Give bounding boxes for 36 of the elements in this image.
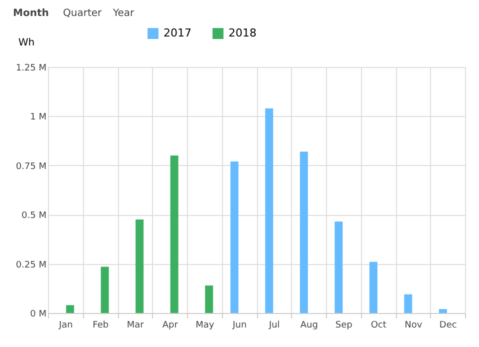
text: Year xyxy=(112,8,136,19)
bar xyxy=(369,262,378,313)
legend-label: 2018 xyxy=(228,26,256,40)
y-tick-label: 0.25 M xyxy=(16,260,46,270)
bar xyxy=(438,309,447,313)
x-tick-label: Apr xyxy=(162,320,178,330)
x-tick-label: May xyxy=(196,320,215,330)
bar xyxy=(136,220,144,313)
x-tick-label: Dec xyxy=(439,320,457,330)
x-tick-label: Jan xyxy=(58,320,73,330)
bar xyxy=(170,156,178,313)
bar xyxy=(404,294,412,313)
text: Month xyxy=(13,8,49,19)
x-tick-label: Feb xyxy=(92,320,109,330)
bar xyxy=(334,221,343,313)
y-tick-label: 1 M xyxy=(30,112,46,123)
x-tick-label: Jun xyxy=(232,320,247,330)
bar xyxy=(66,305,74,313)
x-tick-label: Nov xyxy=(404,320,423,330)
legend-label: 2017 xyxy=(164,26,192,40)
x-tick-label: Aug xyxy=(300,320,318,330)
x-tick-label: Jul xyxy=(268,320,280,330)
bar xyxy=(265,108,274,313)
text: Quarter xyxy=(63,8,103,19)
x-tick-label: Mar xyxy=(126,320,144,330)
x-tick-label: Sep xyxy=(335,320,353,330)
bar xyxy=(230,161,238,313)
bar xyxy=(205,285,214,313)
y-tick-label: 0.5 M xyxy=(22,211,46,222)
bar xyxy=(300,152,308,313)
y-axis-title: Wh xyxy=(18,38,35,48)
y-tick-label: 1.25 M xyxy=(16,64,46,74)
y-tick-label: 0 M xyxy=(30,310,46,320)
y-tick-label: 0.75 M xyxy=(16,162,46,172)
bar xyxy=(100,266,109,313)
x-tick-label: Oct xyxy=(370,320,387,330)
